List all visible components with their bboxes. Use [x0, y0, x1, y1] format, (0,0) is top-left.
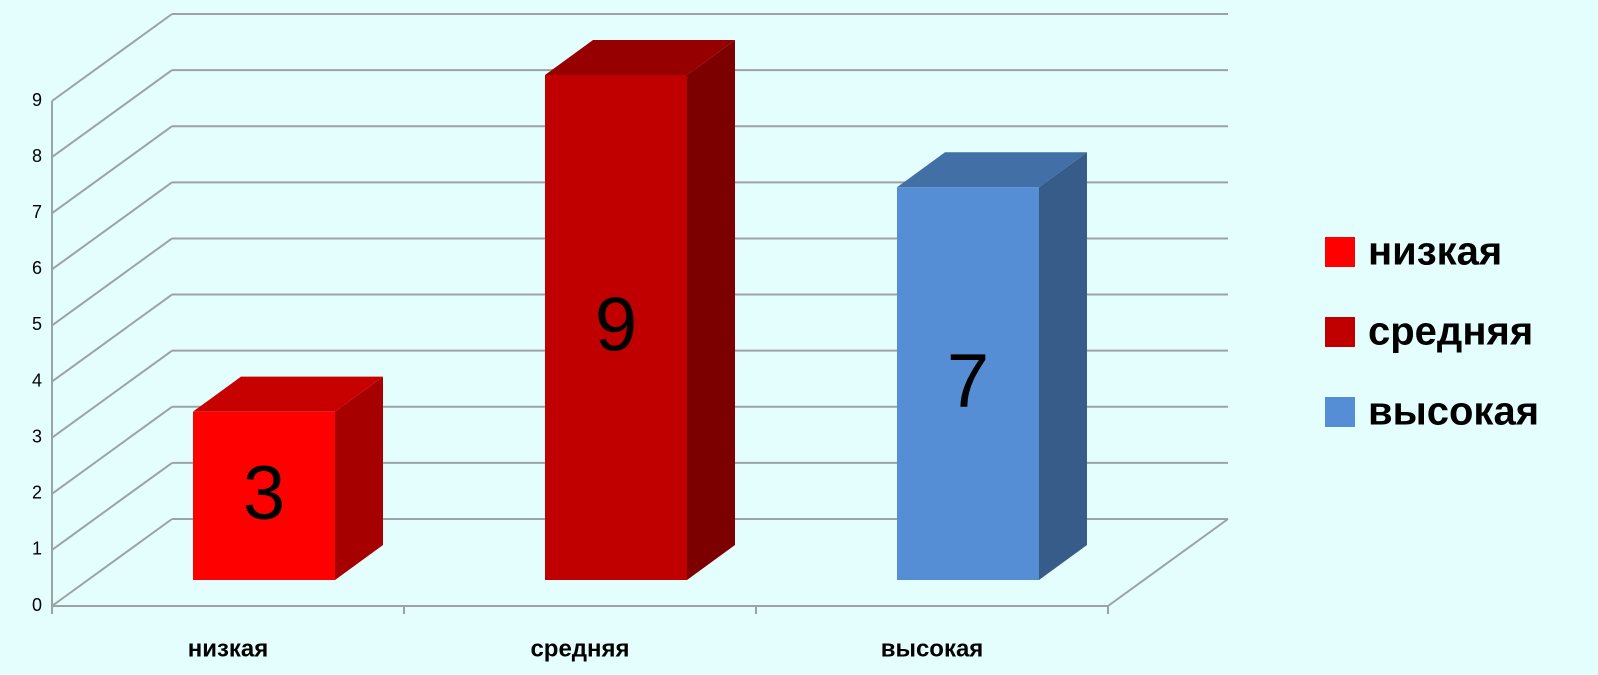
grid-line: [51, 13, 173, 102]
bar-top: [193, 376, 383, 412]
grid-line: [51, 518, 173, 607]
bar-side: [335, 376, 383, 580]
bar-side: [687, 40, 735, 580]
y-tick-label: 2: [32, 483, 42, 503]
y-tick-label: 9: [32, 90, 42, 110]
bar-top: [897, 152, 1087, 188]
grid-line: [51, 181, 173, 271]
x-tick-label: средняя: [530, 635, 629, 662]
legend-label: высокая: [1368, 390, 1539, 434]
bar: [897, 187, 1039, 580]
y-tick-label: 3: [32, 426, 42, 446]
bar-side: [1039, 152, 1087, 580]
x-tick-label: низкая: [188, 635, 269, 662]
legend-swatch: [1325, 397, 1355, 427]
y-tick-label: 4: [32, 370, 42, 390]
grid-line: [51, 462, 173, 551]
bar: [545, 75, 687, 580]
grid-line: [51, 349, 173, 439]
grid-line: [51, 405, 173, 495]
legend-label: низкая: [1368, 230, 1502, 274]
y-tick-label: 0: [32, 595, 42, 615]
grid-line: [51, 293, 173, 383]
y-tick-label: 7: [32, 202, 42, 222]
y-tick-label: 1: [32, 539, 42, 559]
bar-top: [545, 40, 735, 75]
grid-line: [51, 125, 173, 215]
data-label: 7: [947, 339, 989, 424]
y-tick-label: 6: [32, 258, 42, 278]
grid-line: [51, 69, 173, 158]
x-tick-label: высокая: [881, 635, 984, 662]
grid-line: [51, 237, 173, 327]
legend-swatch: [1325, 317, 1355, 347]
bar: [193, 411, 335, 580]
legend-label: средняя: [1368, 310, 1533, 354]
y-tick-label: 5: [32, 314, 42, 334]
y-tick-label: 8: [32, 146, 42, 166]
data-label: 3: [243, 451, 285, 536]
data-label: 9: [595, 283, 637, 368]
floor-edge: [1107, 518, 1229, 607]
legend-swatch: [1325, 237, 1355, 267]
